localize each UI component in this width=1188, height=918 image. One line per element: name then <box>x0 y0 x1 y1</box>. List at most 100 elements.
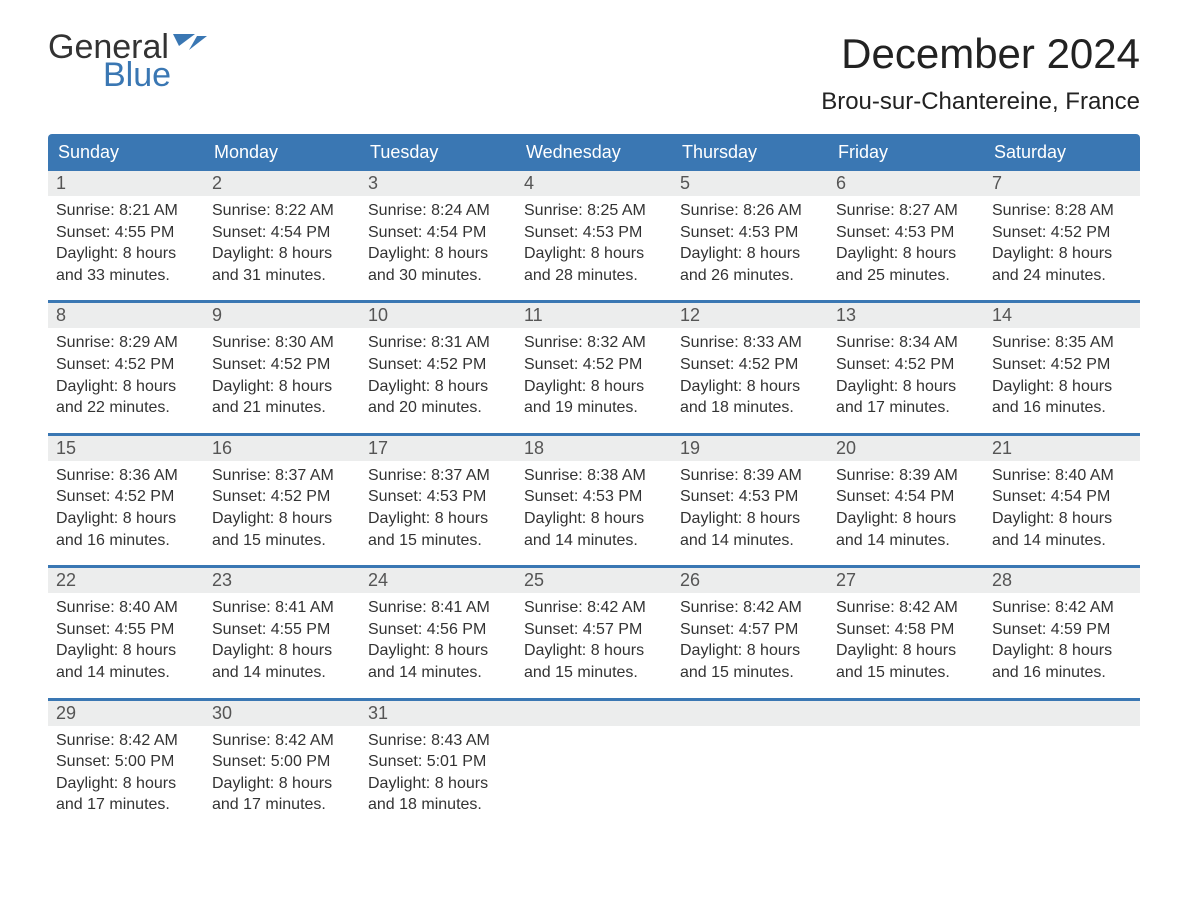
sunset-label: Sunset: 4:52 PM <box>836 354 976 376</box>
day-number: 16 <box>204 436 360 461</box>
sunrise-label: Sunrise: 8:35 AM <box>992 332 1132 354</box>
daylight-line1: Daylight: 8 hours <box>212 508 352 530</box>
sunrise-label: Sunrise: 8:24 AM <box>368 200 508 222</box>
weekday-header-row: SundayMondayTuesdayWednesdayThursdayFrid… <box>48 134 1140 171</box>
daylight-line1: Daylight: 8 hours <box>524 376 664 398</box>
sunset-label: Sunset: 4:52 PM <box>524 354 664 376</box>
day-number: 1 <box>48 171 204 196</box>
sunset-label: Sunset: 4:55 PM <box>212 619 352 641</box>
sunrise-label: Sunrise: 8:25 AM <box>524 200 664 222</box>
day-number <box>672 701 828 726</box>
sunset-label: Sunset: 4:52 PM <box>56 354 196 376</box>
daylight-line1: Daylight: 8 hours <box>56 773 196 795</box>
logo-word-blue: Blue <box>103 58 207 92</box>
day-cell: Sunrise: 8:37 AMSunset: 4:53 PMDaylight:… <box>360 461 516 551</box>
sunset-label: Sunset: 4:58 PM <box>836 619 976 641</box>
sunset-label: Sunset: 4:52 PM <box>680 354 820 376</box>
daylight-line1: Daylight: 8 hours <box>836 508 976 530</box>
sunset-label: Sunset: 4:52 PM <box>212 354 352 376</box>
daylight-line1: Daylight: 8 hours <box>524 243 664 265</box>
day-number: 31 <box>360 701 516 726</box>
daylight-line1: Daylight: 8 hours <box>992 376 1132 398</box>
day-number: 14 <box>984 303 1140 328</box>
day-cell: Sunrise: 8:42 AMSunset: 5:00 PMDaylight:… <box>48 726 204 816</box>
daylight-line1: Daylight: 8 hours <box>212 243 352 265</box>
header: General Blue December 2024 Brou-sur-Chan… <box>48 30 1140 116</box>
day-number: 27 <box>828 568 984 593</box>
daylight-line1: Daylight: 8 hours <box>368 640 508 662</box>
daylight-line1: Daylight: 8 hours <box>212 773 352 795</box>
day-content-row: Sunrise: 8:36 AMSunset: 4:52 PMDaylight:… <box>48 461 1140 551</box>
daylight-line2: and 22 minutes. <box>56 397 196 419</box>
day-cell: Sunrise: 8:32 AMSunset: 4:52 PMDaylight:… <box>516 328 672 418</box>
sunrise-label: Sunrise: 8:34 AM <box>836 332 976 354</box>
logo: General Blue <box>48 30 207 92</box>
day-number: 15 <box>48 436 204 461</box>
daylight-line1: Daylight: 8 hours <box>524 508 664 530</box>
day-number: 3 <box>360 171 516 196</box>
sunset-label: Sunset: 4:56 PM <box>368 619 508 641</box>
daylight-line1: Daylight: 8 hours <box>56 243 196 265</box>
daylight-line2: and 14 minutes. <box>56 662 196 684</box>
title-block: December 2024 Brou-sur-Chantereine, Fran… <box>821 30 1140 116</box>
day-cell <box>672 726 828 816</box>
daylight-line2: and 28 minutes. <box>524 265 664 287</box>
sunset-label: Sunset: 4:53 PM <box>836 222 976 244</box>
daylight-line2: and 17 minutes. <box>56 794 196 816</box>
sunrise-label: Sunrise: 8:27 AM <box>836 200 976 222</box>
sunrise-label: Sunrise: 8:36 AM <box>56 465 196 487</box>
daylight-line1: Daylight: 8 hours <box>368 773 508 795</box>
sunset-label: Sunset: 4:57 PM <box>524 619 664 641</box>
day-cell: Sunrise: 8:42 AMSunset: 4:59 PMDaylight:… <box>984 593 1140 683</box>
day-number-row: 293031 <box>48 701 1140 726</box>
day-number <box>984 701 1140 726</box>
sunrise-label: Sunrise: 8:37 AM <box>368 465 508 487</box>
daylight-line1: Daylight: 8 hours <box>212 376 352 398</box>
daylight-line1: Daylight: 8 hours <box>368 508 508 530</box>
day-cell: Sunrise: 8:42 AMSunset: 4:57 PMDaylight:… <box>516 593 672 683</box>
daylight-line1: Daylight: 8 hours <box>836 640 976 662</box>
daylight-line2: and 30 minutes. <box>368 265 508 287</box>
daylight-line1: Daylight: 8 hours <box>56 376 196 398</box>
sunrise-label: Sunrise: 8:42 AM <box>56 730 196 752</box>
day-content-row: Sunrise: 8:40 AMSunset: 4:55 PMDaylight:… <box>48 593 1140 683</box>
sunrise-label: Sunrise: 8:29 AM <box>56 332 196 354</box>
day-cell: Sunrise: 8:39 AMSunset: 4:54 PMDaylight:… <box>828 461 984 551</box>
day-cell: Sunrise: 8:21 AMSunset: 4:55 PMDaylight:… <box>48 196 204 286</box>
sunrise-label: Sunrise: 8:42 AM <box>524 597 664 619</box>
day-number: 2 <box>204 171 360 196</box>
day-cell: Sunrise: 8:25 AMSunset: 4:53 PMDaylight:… <box>516 196 672 286</box>
day-number: 21 <box>984 436 1140 461</box>
day-number: 30 <box>204 701 360 726</box>
daylight-line2: and 21 minutes. <box>212 397 352 419</box>
daylight-line2: and 20 minutes. <box>368 397 508 419</box>
sunset-label: Sunset: 4:55 PM <box>56 222 196 244</box>
day-cell: Sunrise: 8:27 AMSunset: 4:53 PMDaylight:… <box>828 196 984 286</box>
sunrise-label: Sunrise: 8:43 AM <box>368 730 508 752</box>
sunset-label: Sunset: 5:00 PM <box>56 751 196 773</box>
sunset-label: Sunset: 4:54 PM <box>836 486 976 508</box>
day-number: 17 <box>360 436 516 461</box>
daylight-line2: and 26 minutes. <box>680 265 820 287</box>
sunset-label: Sunset: 4:53 PM <box>524 222 664 244</box>
daylight-line2: and 15 minutes. <box>524 662 664 684</box>
day-content-row: Sunrise: 8:21 AMSunset: 4:55 PMDaylight:… <box>48 196 1140 286</box>
daylight-line2: and 14 minutes. <box>992 530 1132 552</box>
day-number: 7 <box>984 171 1140 196</box>
sunrise-label: Sunrise: 8:42 AM <box>680 597 820 619</box>
day-number: 4 <box>516 171 672 196</box>
day-number: 23 <box>204 568 360 593</box>
sunrise-label: Sunrise: 8:39 AM <box>836 465 976 487</box>
sunrise-label: Sunrise: 8:41 AM <box>212 597 352 619</box>
day-cell: Sunrise: 8:29 AMSunset: 4:52 PMDaylight:… <box>48 328 204 418</box>
day-number: 6 <box>828 171 984 196</box>
daylight-line2: and 16 minutes. <box>992 397 1132 419</box>
day-number-row: 15161718192021 <box>48 436 1140 461</box>
sunset-label: Sunset: 4:54 PM <box>212 222 352 244</box>
page-title: December 2024 <box>821 30 1140 78</box>
sunset-label: Sunset: 4:52 PM <box>992 354 1132 376</box>
daylight-line2: and 33 minutes. <box>56 265 196 287</box>
daylight-line1: Daylight: 8 hours <box>680 640 820 662</box>
day-number: 26 <box>672 568 828 593</box>
daylight-line1: Daylight: 8 hours <box>680 243 820 265</box>
